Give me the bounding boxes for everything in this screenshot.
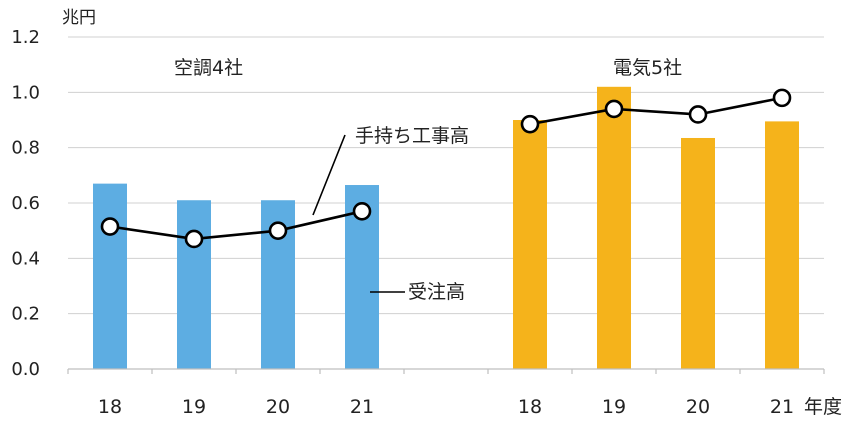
lines xyxy=(109,96,783,241)
x-tick-label: 19 xyxy=(602,396,626,418)
group-label-aircon: 空調4社 xyxy=(174,57,243,79)
x-tick-label: 19 xyxy=(182,396,206,418)
y-tick-label: 0.0 xyxy=(11,359,40,380)
bar xyxy=(765,121,799,369)
y-tick-label: 0.4 xyxy=(11,248,40,269)
y-tick-label: 1.2 xyxy=(11,27,40,48)
points xyxy=(100,88,792,249)
x-tick-label: 18 xyxy=(98,396,122,418)
x-tick-label: 21 xyxy=(350,396,374,418)
y-tick-label: 1.0 xyxy=(11,82,40,103)
x-tick-label: 20 xyxy=(266,396,290,418)
bar xyxy=(681,137,715,369)
data-point xyxy=(100,217,120,236)
x-tick-label: 18 xyxy=(518,396,542,418)
data-point xyxy=(604,99,624,119)
y-tick-label: 0.8 xyxy=(11,138,40,159)
group-label-electric: 電気5社 xyxy=(613,57,682,79)
bar-annotation-label: 受注高 xyxy=(408,281,465,303)
x-unit-label: 年度 xyxy=(804,396,842,418)
bar xyxy=(513,120,547,369)
bar xyxy=(93,183,127,369)
x-tick-label: 21 xyxy=(770,396,794,418)
line-annotation-leader xyxy=(312,134,346,216)
data-point xyxy=(352,202,372,221)
data-point xyxy=(268,221,288,240)
data-point xyxy=(184,229,204,249)
data-point xyxy=(520,114,540,134)
axes: 0.0 0.2 0.4 0.6 0.8 1.0 1.2 18 19 20 21 18 19 20 21 xyxy=(11,27,825,418)
line-annotation-label: 手持ち工事高 xyxy=(355,125,469,147)
x-tick-label: 20 xyxy=(686,396,710,418)
bar xyxy=(177,200,211,369)
labels: 兆円 年度 空調4社 電気5社 手持ち工事高 受注高 xyxy=(62,8,842,418)
data-point xyxy=(688,105,708,124)
bar xyxy=(597,86,631,370)
y-unit-label: 兆円 xyxy=(62,8,96,28)
series-line xyxy=(529,96,783,126)
bars xyxy=(93,86,799,370)
data-point xyxy=(772,88,792,108)
series-line xyxy=(109,210,363,241)
y-tick-label: 0.6 xyxy=(11,193,40,214)
y-tick-label: 0.2 xyxy=(11,304,40,325)
